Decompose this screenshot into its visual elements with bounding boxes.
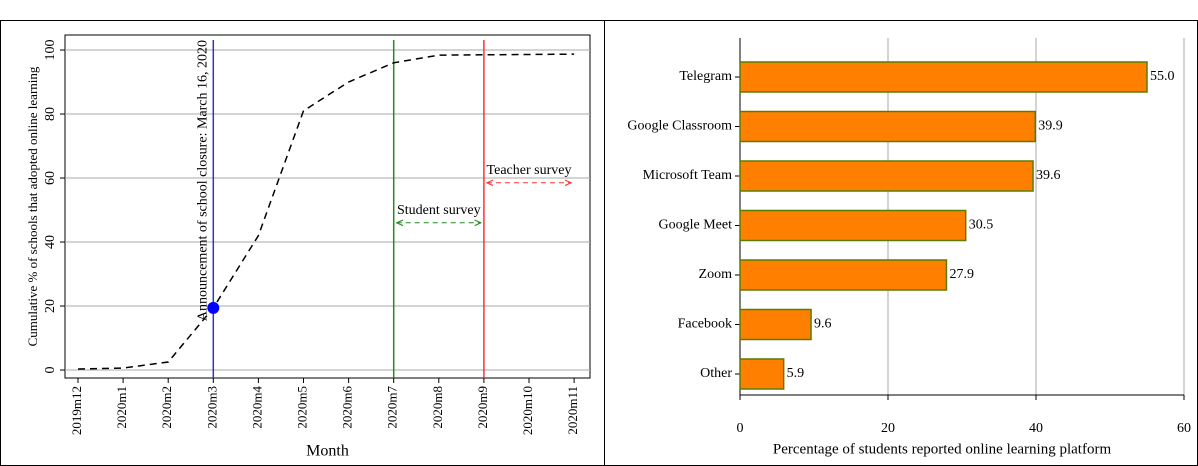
y-tick-label: 20	[43, 299, 58, 313]
x-tick-label: 2020m6	[340, 386, 355, 429]
x-tick-label: 0	[737, 421, 744, 436]
value-label: 39.6	[1036, 168, 1061, 183]
plot-frame	[64, 34, 591, 379]
survey-label: Student survey	[397, 203, 481, 218]
bar	[739, 61, 1148, 93]
x-tick-label: 2020m1	[114, 386, 129, 429]
category-label: Telegram	[679, 69, 732, 84]
bar	[739, 259, 948, 291]
category-label: Zoom	[699, 267, 733, 282]
bar	[739, 209, 967, 242]
y-tick-label: 80	[43, 107, 58, 121]
x-tick-label: 2020m11	[565, 386, 580, 435]
x-axis-title: Month	[306, 443, 349, 460]
x-tick-label: 60	[1177, 421, 1191, 436]
x-tick-label: 2020m9	[475, 386, 490, 429]
category-label: Microsoft Team	[643, 168, 732, 183]
x-tick-label: 2020m8	[430, 386, 445, 429]
y-tick-label: 100	[43, 40, 58, 61]
bar	[739, 160, 1034, 192]
x-axis-title: Percentage of students reported online l…	[773, 441, 1112, 457]
value-label: 39.9	[1038, 119, 1063, 134]
bar	[739, 358, 785, 390]
reference-label: Announcement of school closure: March 16…	[196, 40, 211, 321]
value-label: 9.6	[814, 317, 832, 332]
x-tick-label: 2020m2	[159, 386, 174, 429]
bar	[739, 308, 812, 341]
value-label: 27.9	[949, 267, 974, 282]
value-label: 5.9	[787, 366, 805, 381]
category-label: Google Classroom	[627, 119, 732, 134]
y-axis-title: Cumulative % of schools that adopted onl…	[25, 66, 40, 346]
category-label: Other	[700, 366, 732, 381]
x-tick-label: 2020m10	[520, 386, 535, 435]
value-label: 30.5	[969, 218, 994, 233]
line-series	[77, 53, 575, 370]
x-tick-label: 40	[1029, 421, 1043, 436]
category-label: Google Meet	[659, 218, 733, 233]
highlight-point	[207, 301, 220, 314]
y-tick-label: 0	[43, 367, 58, 374]
x-tick-label: 2020m7	[385, 386, 400, 429]
category-label: Facebook	[678, 317, 732, 332]
bar	[739, 110, 1037, 143]
y-tick-label: 40	[43, 235, 58, 249]
x-tick-label: 2019m12	[69, 386, 84, 435]
x-tick-label: 2020m5	[294, 386, 309, 429]
survey-label: Teacher survey	[487, 163, 572, 178]
y-tick-label: 60	[43, 171, 58, 185]
x-tick-label: 20	[881, 421, 895, 436]
x-tick-label: 2020m4	[249, 386, 264, 429]
value-label: 55.0	[1150, 69, 1175, 84]
x-tick-label: 2020m3	[204, 386, 219, 429]
